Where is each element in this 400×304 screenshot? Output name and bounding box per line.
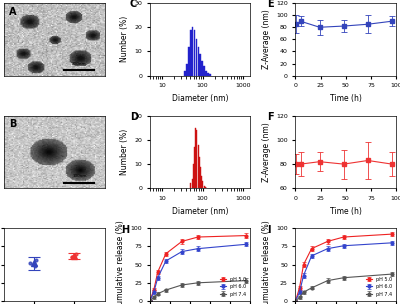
Bar [196, 40, 197, 76]
Bar [192, 27, 194, 76]
Text: I: I [267, 225, 271, 235]
X-axis label: Diameter (nm): Diameter (nm) [172, 94, 228, 103]
Y-axis label: Cumulative release (%): Cumulative release (%) [262, 220, 271, 304]
Bar [199, 157, 200, 188]
Text: D: D [130, 112, 138, 122]
Bar [205, 187, 206, 188]
Bar [202, 181, 204, 188]
Text: C: C [130, 0, 137, 9]
Bar [204, 186, 205, 188]
Text: E: E [267, 0, 274, 9]
Text: H: H [122, 225, 130, 235]
Bar [193, 164, 194, 188]
X-axis label: Time (h): Time (h) [330, 94, 362, 103]
Text: B: B [9, 119, 16, 129]
Bar [201, 176, 202, 188]
Bar [186, 64, 188, 76]
Text: A: A [9, 7, 16, 17]
Bar [194, 147, 195, 188]
Bar [205, 71, 207, 76]
Text: F: F [267, 112, 274, 122]
Legend: pH 5.0, pH 6.0, pH 7.4: pH 5.0, pH 6.0, pH 7.4 [218, 275, 248, 299]
Text: 200nm: 200nm [72, 62, 87, 66]
Bar [207, 73, 209, 76]
Text: 100nm: 100nm [72, 174, 87, 178]
Bar [200, 54, 201, 76]
Y-axis label: Cumulative release (%): Cumulative release (%) [116, 220, 125, 304]
X-axis label: Diameter (nm): Diameter (nm) [172, 206, 228, 216]
Bar [194, 30, 195, 76]
Bar [203, 66, 205, 76]
X-axis label: Time (h): Time (h) [330, 206, 362, 216]
Bar [195, 128, 196, 188]
Y-axis label: Number (%): Number (%) [120, 16, 129, 63]
Bar [190, 30, 192, 76]
Bar [198, 145, 199, 188]
Bar [184, 71, 186, 76]
Y-axis label: Z-Average (nm): Z-Average (nm) [262, 9, 270, 69]
Bar [190, 184, 192, 188]
Y-axis label: Z-Average (nm): Z-Average (nm) [262, 122, 270, 182]
Y-axis label: Number (%): Number (%) [120, 129, 129, 175]
Bar [198, 47, 199, 76]
Bar [196, 130, 198, 188]
Bar [201, 61, 203, 76]
Legend: pH 5.0, pH 6.0, pH 7.4: pH 5.0, pH 6.0, pH 7.4 [364, 275, 394, 299]
Bar [188, 47, 190, 76]
Bar [192, 179, 193, 188]
Bar [209, 74, 211, 76]
Bar [200, 167, 201, 188]
